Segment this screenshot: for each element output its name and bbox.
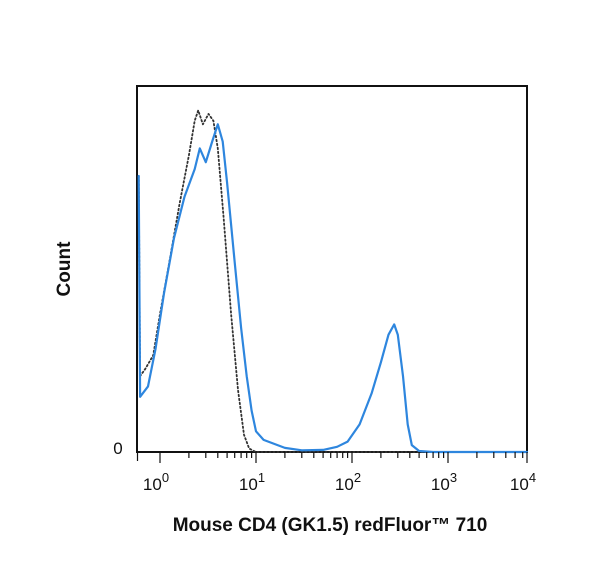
y-axis-label: Count [54, 241, 75, 297]
x-axis-label: Mouse CD4 (GK1.5) redFluor™ 710 [173, 515, 488, 536]
y-tick-label-0: 0 [113, 439, 122, 458]
x-tick-label-0: 100 [143, 470, 169, 494]
series-layer [137, 109, 529, 454]
x-tick-label-1: 101 [239, 470, 265, 494]
x-tick-label-3: 103 [431, 470, 457, 494]
x-tick-label-4: 104 [510, 470, 536, 494]
x-axis-ticks [136, 452, 528, 463]
x-tick-label-2: 102 [335, 470, 361, 494]
plot-frame [136, 85, 528, 453]
x-tick-labels: 100 101 102 103 104 [143, 470, 536, 494]
series-line-solid [137, 123, 529, 454]
